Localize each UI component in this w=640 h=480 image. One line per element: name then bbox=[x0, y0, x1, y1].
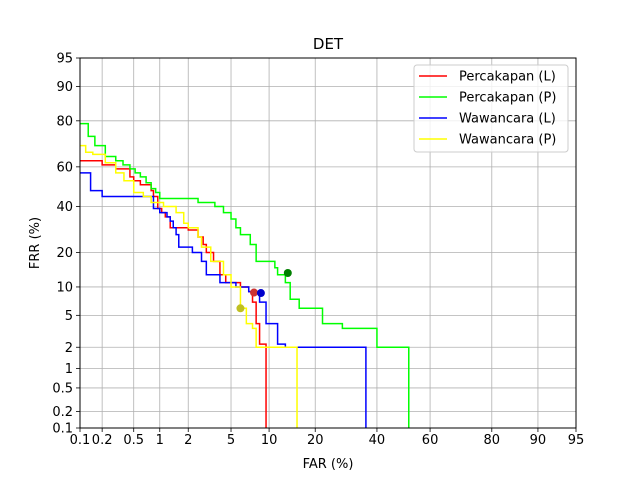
legend-label-1: Percakapan (P) bbox=[459, 91, 556, 106]
legend-box bbox=[413, 64, 569, 153]
y-tick-label: 80 bbox=[56, 114, 73, 129]
x-tick-label: 5 bbox=[227, 433, 235, 448]
chart-title: DET bbox=[313, 35, 344, 53]
series-line-2 bbox=[80, 172, 367, 428]
eer-marker-1 bbox=[283, 268, 292, 277]
y-tick-label: 10 bbox=[56, 280, 73, 295]
legend: Percakapan (L) Percakapan (P) Wawancara (L… bbox=[413, 64, 569, 153]
y-tick-label: 95 bbox=[56, 52, 73, 67]
y-tick-label: 0.5 bbox=[52, 381, 73, 396]
x-tick-label: 1 bbox=[156, 433, 164, 448]
y-tick-label: 0.2 bbox=[52, 405, 73, 420]
x-tick-label: 90 bbox=[530, 433, 547, 448]
x-axis-label: FAR (%) bbox=[303, 457, 354, 472]
x-tick-label: 2 bbox=[184, 433, 192, 448]
eer-marker-2 bbox=[256, 289, 265, 298]
y-tick-label: 1 bbox=[65, 362, 73, 377]
y-tick-label: 0.1 bbox=[52, 422, 73, 437]
marker-layer bbox=[236, 268, 292, 313]
plot-frame bbox=[79, 57, 577, 429]
x-tick-label: 40 bbox=[369, 433, 386, 448]
x-tick-label: 20 bbox=[307, 433, 324, 448]
legend-label-0: Percakapan (L) bbox=[459, 70, 556, 85]
legend-label-2: Wawancara (L) bbox=[459, 112, 556, 127]
eer-marker-3 bbox=[236, 304, 245, 313]
ticks: 0.1 0.2 0.5 1 2 5 10 20 40 60 80 90 950.10.20.512510… bbox=[52, 52, 584, 449]
series-line-1 bbox=[80, 122, 410, 428]
x-tick-label: 0.1 bbox=[70, 433, 91, 448]
x-tick-label: 0.5 bbox=[123, 433, 144, 448]
y-tick-label: 40 bbox=[56, 200, 73, 215]
y-axis-label: FRR (%) bbox=[28, 217, 43, 269]
y-tick-label: 2 bbox=[65, 341, 73, 356]
x-tick-label: 0.2 bbox=[92, 433, 113, 448]
x-tick-label: 80 bbox=[484, 433, 501, 448]
x-tick-label: 10 bbox=[261, 433, 278, 448]
eer-marker-0 bbox=[249, 288, 258, 297]
x-tick-label: 95 bbox=[568, 433, 585, 448]
x-tick-label: 60 bbox=[422, 433, 439, 448]
y-tick-label: 20 bbox=[56, 246, 73, 261]
legend-label-3: Wawancara (P) bbox=[459, 133, 556, 148]
y-tick-label: 90 bbox=[56, 80, 73, 95]
grid bbox=[79, 57, 577, 429]
y-tick-label: 5 bbox=[65, 309, 73, 324]
y-tick-label: 60 bbox=[56, 160, 73, 175]
